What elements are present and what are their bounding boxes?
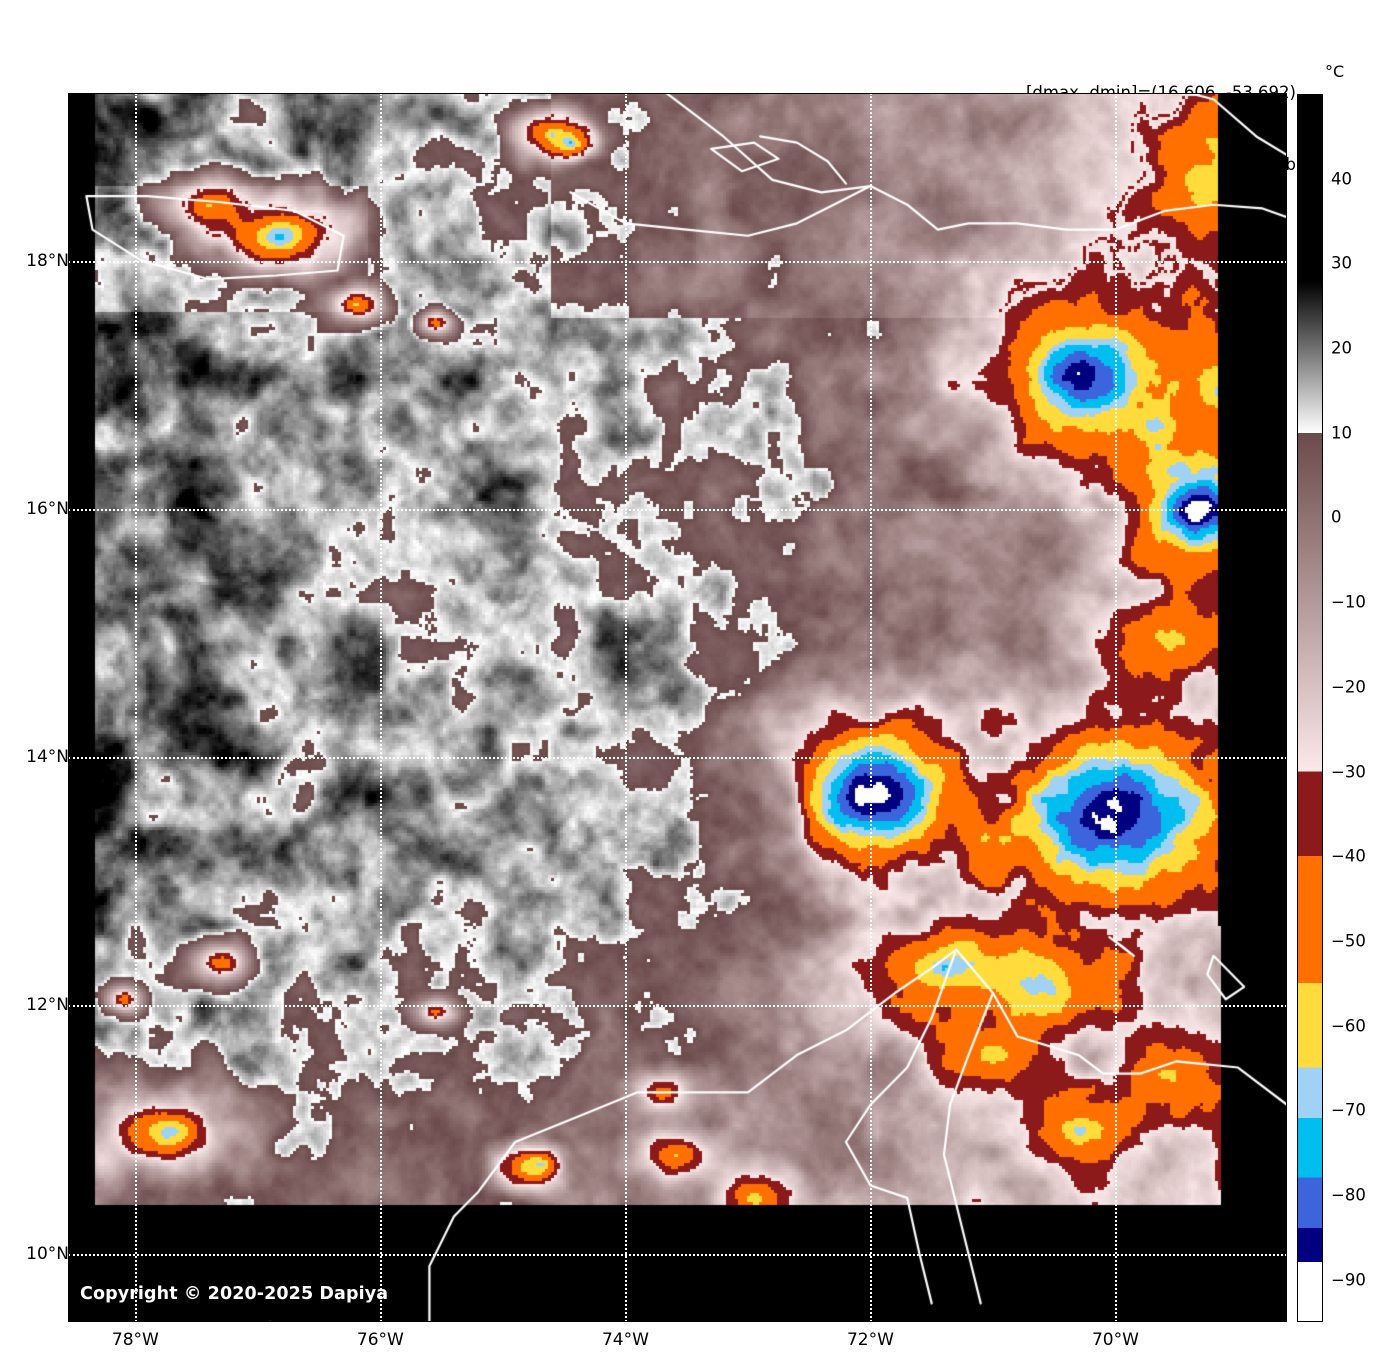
colorbar-tick-label: −50 <box>1331 931 1366 951</box>
colorbar-tick-label: −20 <box>1331 677 1366 697</box>
colorbar-tick-label: 40 <box>1331 169 1352 189</box>
latitude-tick-label: 14°N <box>26 747 69 768</box>
colorbar-tick-label: −80 <box>1331 1185 1366 1205</box>
longitude-tick-label: 76°W <box>356 1330 404 1350</box>
colorbar-tick-label: 10 <box>1331 423 1352 443</box>
satellite-imagery-canvas <box>68 93 1287 1322</box>
latitude-tick-label: 12°N <box>26 995 69 1016</box>
temperature-colorbar[interactable] <box>1297 94 1323 1322</box>
colorbar-tick-label: −30 <box>1331 762 1366 782</box>
longitude-tick-label: 72°W <box>846 1330 894 1350</box>
colorbar-tick-label: −90 <box>1331 1270 1366 1290</box>
map-plot-area[interactable] <box>68 93 1287 1322</box>
latitude-tick-label: 16°N <box>26 498 69 519</box>
colorbar-gradient <box>1298 95 1322 1321</box>
copyright-notice: Copyright © 2020-2025 Dapiya <box>80 1284 389 1304</box>
latitude-tick-label: 10°N <box>26 1243 69 1264</box>
longitude-tick-label: 78°W <box>111 1330 159 1350</box>
colorbar-tick-label: −60 <box>1331 1016 1366 1036</box>
colorbar-unit-label: °C <box>1325 62 1345 81</box>
colorbar-tick-label: 30 <box>1331 253 1352 273</box>
colorbar-tick-label: −40 <box>1331 846 1366 866</box>
colorbar-tick-label: −70 <box>1331 1100 1366 1120</box>
longitude-tick-label: 74°W <box>601 1330 649 1350</box>
colorbar-tick-label: −10 <box>1331 592 1366 612</box>
colorbar-tick-label: 0 <box>1331 507 1342 527</box>
colorbar-tick-label: 20 <box>1331 338 1352 358</box>
longitude-tick-label: 70°W <box>1091 1330 1139 1350</box>
latitude-tick-label: 18°N <box>26 250 69 271</box>
